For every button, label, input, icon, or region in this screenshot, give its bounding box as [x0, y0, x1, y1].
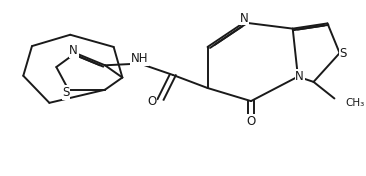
Text: N: N: [295, 70, 304, 83]
Text: O: O: [246, 115, 255, 128]
Text: CH₃: CH₃: [346, 98, 365, 108]
Text: N: N: [240, 12, 249, 25]
Text: N: N: [69, 44, 78, 57]
Text: NH: NH: [131, 52, 149, 65]
Text: S: S: [62, 86, 70, 99]
Text: O: O: [147, 95, 157, 108]
Text: S: S: [339, 47, 347, 60]
